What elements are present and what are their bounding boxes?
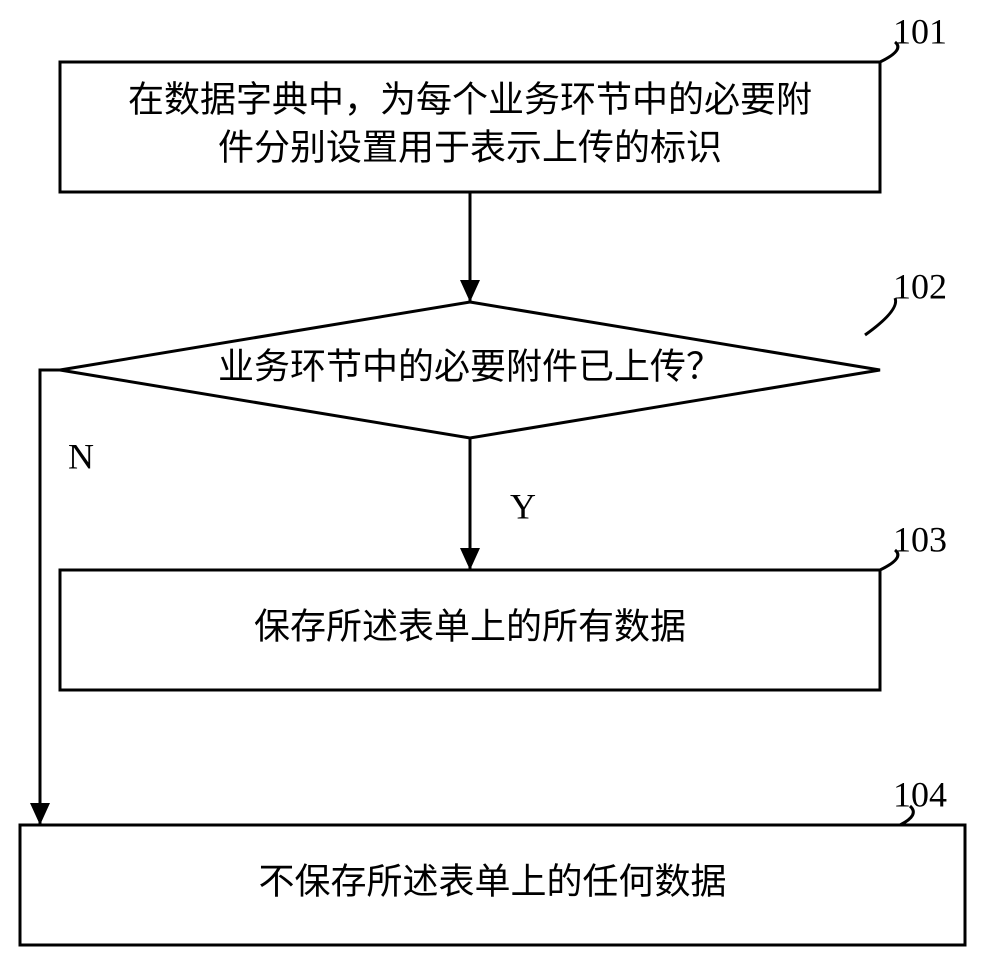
arrowhead-icon xyxy=(30,803,50,825)
reference-label: 101 xyxy=(893,11,947,51)
reference-label: 102 xyxy=(893,266,947,306)
node-text: 保存所述表单上的所有数据 xyxy=(254,606,686,646)
arrowhead-icon xyxy=(460,280,480,302)
edge-label: N xyxy=(68,436,94,476)
reference-label: 104 xyxy=(893,774,947,814)
flowchart-edge-e3 xyxy=(40,370,60,825)
node-text: 不保存所述表单上的任何数据 xyxy=(258,861,726,901)
flowchart-canvas: Y N 在数据字典中，为每个业务环节中的必要附件分别设置用于表示上传的标识业务环节… xyxy=(0,0,1000,971)
reference-label: 103 xyxy=(893,519,947,559)
node-text: 件分别设置用于表示上传的标识 xyxy=(218,127,722,167)
arrowhead-icon xyxy=(460,548,480,570)
edge-label: Y xyxy=(510,486,536,526)
node-text: 在数据字典中，为每个业务环节中的必要附 xyxy=(128,79,812,119)
reference-leader xyxy=(865,298,896,335)
node-text: 业务环节中的必要附件已上传？ xyxy=(218,346,722,386)
